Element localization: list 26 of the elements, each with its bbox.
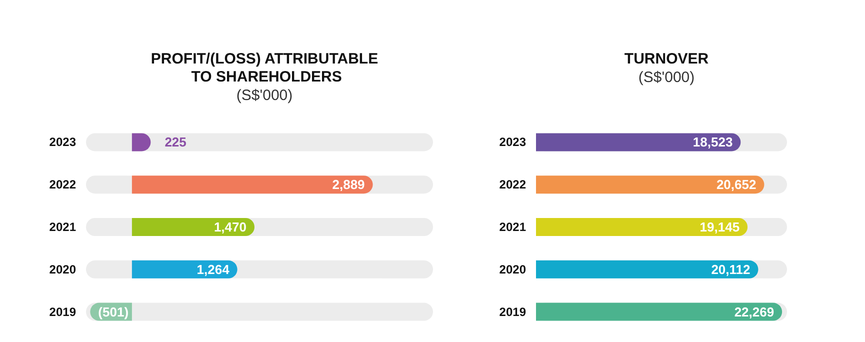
y-tick-label: 2020: [49, 262, 76, 276]
y-tick-label: 2019: [499, 304, 526, 319]
bar: [132, 260, 238, 278]
data-label: 1,470: [214, 220, 246, 234]
chart-title: TURNOVER: [624, 50, 709, 68]
y-tick-label: 2022: [49, 178, 76, 192]
y-tick-label: 2019: [49, 304, 76, 319]
data-label: 18,523: [692, 134, 733, 150]
chart-title: PROFIT/(LOSS) ATTRIBUTABLE TO SHAREHOLDERS: [150, 50, 378, 86]
y-tick-label: 2023: [499, 135, 526, 150]
y-tick-label: 2021: [49, 220, 76, 234]
y-tick-label: 2021: [499, 220, 526, 234]
y-tick-label: 2023: [49, 135, 76, 150]
data-label: 20,112: [711, 262, 750, 277]
data-label: 20,652: [716, 177, 756, 192]
y-tick-label: 2022: [499, 178, 526, 192]
data-label: 22,269: [734, 304, 774, 320]
bar: [536, 302, 782, 321]
data-label: (501): [98, 304, 129, 320]
y-tick-label: 2020: [499, 262, 526, 276]
data-label: 225: [164, 134, 186, 150]
data-label: 1,264: [196, 262, 230, 277]
chart-subtitle: (S$'000): [638, 69, 695, 86]
data-label: 19,145: [700, 220, 740, 234]
chart-subtitle: (S$'000): [236, 87, 293, 104]
data-label: 2,889: [332, 177, 365, 192]
